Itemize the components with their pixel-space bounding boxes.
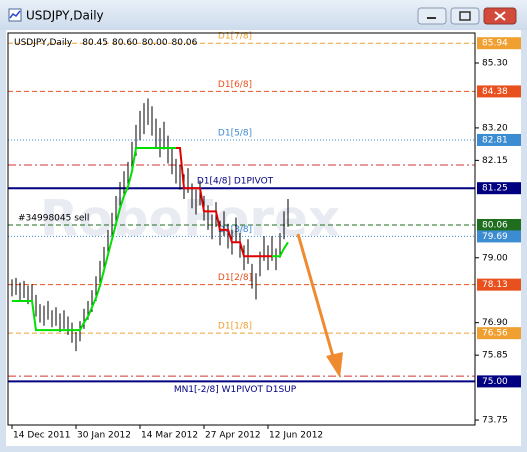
maximize-icon: [459, 11, 471, 21]
close-icon: [494, 11, 506, 21]
ohlc-value: 80.06: [172, 38, 198, 48]
y-tick-label: 79.00: [482, 253, 508, 263]
level-label: D1[3/8]: [218, 225, 252, 235]
x-tick-label: 14 Mar 2012: [141, 431, 198, 441]
level-label: D1[5/8]: [218, 128, 252, 138]
symbol: USDJPY,Daily: [14, 38, 73, 48]
price-box: [477, 230, 521, 243]
price-box-label: 80.06: [482, 220, 508, 230]
price-box-label: 85.94: [482, 39, 508, 49]
y-tick-label: 73.75: [482, 416, 508, 426]
x-tick-label: 12 Jun 2012: [269, 431, 323, 441]
price-box-label: 84.38: [482, 87, 508, 97]
level-label: D1[4/8] D1PIVOT: [197, 177, 274, 187]
x-tick-label: 30 Jan 2012: [77, 431, 131, 441]
price-box: [477, 133, 521, 146]
y-tick-label: 85.30: [482, 58, 508, 68]
level-label: MN1[-2/8] W1PIVOT D1SUP: [174, 385, 297, 395]
level-label: D1[6/8]: [218, 80, 252, 90]
x-tick-label: 14 Dec 2011: [13, 431, 71, 441]
price-box-label: 79.69: [482, 232, 508, 242]
price-box-label: 78.13: [482, 280, 508, 290]
ohlc-value: 80.00: [142, 38, 168, 48]
price-box: [477, 327, 521, 340]
maximize-button[interactable]: [450, 7, 480, 25]
trail-line: [176, 147, 272, 258]
arrow-shaft: [296, 233, 336, 361]
watermark: RoboForex: [40, 190, 340, 248]
y-tick-label: 76.90: [482, 318, 508, 328]
trail-line: [272, 241, 289, 258]
price-box: [477, 375, 521, 388]
y-tick-label: 75.85: [482, 351, 508, 361]
price-box: [477, 85, 521, 98]
plot: D1[7/8] D1[6/8] D1[5/8] D1[4/8] D1PIVOT #349…: [8, 32, 475, 395]
trail-line: [12, 147, 176, 332]
minimize-button[interactable]: [417, 7, 447, 25]
chart-header: USDJPY,Daily 80.45 80.60 80.00 80.06: [14, 38, 198, 48]
level-label: D1[1/8]: [218, 322, 252, 332]
window-buttons[interactable]: [417, 7, 517, 25]
minimize-icon: [427, 17, 436, 19]
plot-border: [7, 32, 476, 426]
ohlc-value: 80.45: [82, 38, 108, 48]
y-tick-label: 83.20: [482, 123, 508, 133]
price-box: [477, 182, 521, 195]
price-box: [477, 37, 521, 50]
forecast-arrow: [296, 233, 343, 378]
window-title: USDJPY,Daily: [26, 9, 104, 23]
price-box: [477, 278, 521, 291]
price-box-label: 76.56: [482, 329, 508, 339]
level-label: D1[7/8]: [218, 32, 252, 42]
ohlc-value: 80.60: [112, 38, 138, 48]
arrow-head: [326, 352, 343, 378]
x-tick-label: 27 Apr 2012: [205, 431, 261, 441]
y-tick-label: 82.15: [482, 156, 508, 166]
order-label: #34998045 sell: [18, 213, 89, 223]
price-box-label: 81.25: [482, 184, 508, 194]
price-box-label: 75.00: [482, 377, 508, 387]
price-box: [477, 218, 521, 231]
level-label: D1[2/8]: [218, 273, 252, 283]
price-box-label: 82.81: [482, 135, 508, 145]
window-icon-graph: [9, 10, 21, 19]
